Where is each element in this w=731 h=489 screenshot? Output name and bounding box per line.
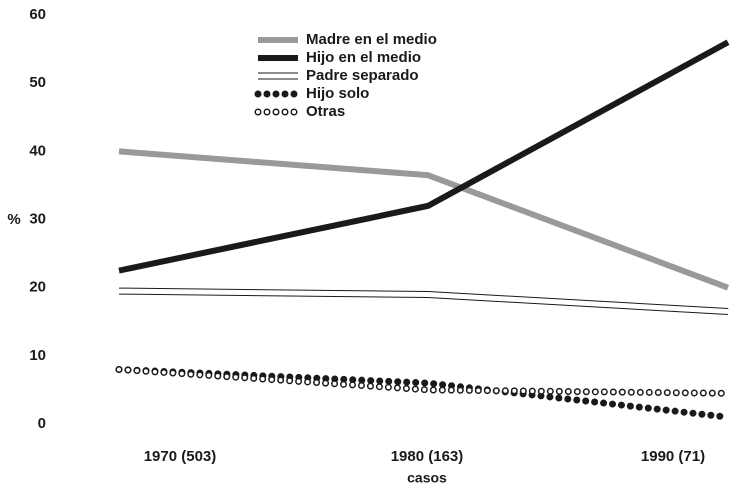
legend-label: Padre separado [306,67,419,84]
legend-label: Hijo solo [306,85,369,102]
legend-label: Hijo en el medio [306,49,421,66]
line [118,39,730,274]
x-axis-label: casos [407,470,447,486]
line [115,365,731,421]
legend-label: Madre en el medio [306,31,437,48]
y-tick-label: 40 [29,142,46,159]
x-tick-label: 1970 (503) [144,448,217,465]
line [115,365,731,397]
y-tick-label: 0 [38,415,46,432]
x-tick-label: 1980 (163) [391,448,464,465]
line [118,288,729,315]
y-tick-label: 30 [29,210,46,227]
y-tick-label: 10 [29,347,46,364]
y-axis-label: % [7,211,20,228]
y-tick-label: 20 [29,279,46,296]
y-tick-label: 50 [29,74,46,91]
legend-label: Otras [306,103,345,120]
x-tick-label: 1990 (71) [641,448,705,465]
line [118,148,730,291]
y-tick-label: 60 [29,6,46,23]
